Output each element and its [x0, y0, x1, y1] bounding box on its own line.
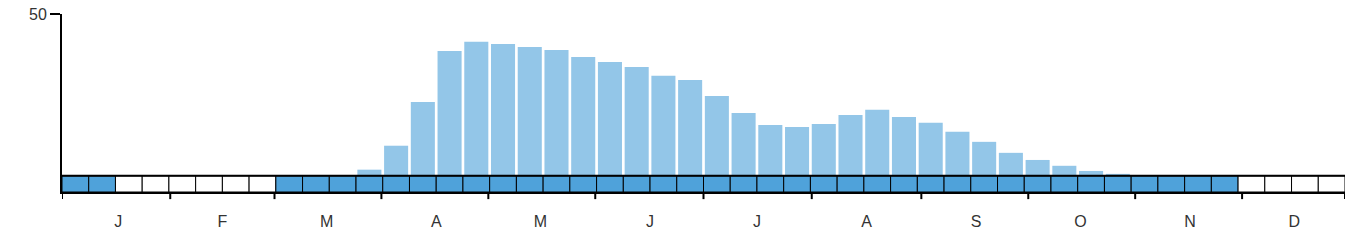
svg-text:J: J [114, 213, 122, 230]
svg-text:A: A [431, 213, 442, 230]
svg-text:J: J [753, 213, 761, 230]
svg-text:M: M [320, 213, 333, 230]
svg-text:D: D [1288, 213, 1300, 230]
svg-text:A: A [861, 213, 872, 230]
svg-text:J: J [646, 213, 654, 230]
svg-text:O: O [1074, 213, 1086, 230]
svg-text:N: N [1184, 213, 1196, 230]
svg-text:F: F [217, 213, 227, 230]
svg-text:S: S [971, 213, 982, 230]
svg-text:M: M [534, 213, 547, 230]
svg-text:50: 50 [29, 6, 47, 23]
